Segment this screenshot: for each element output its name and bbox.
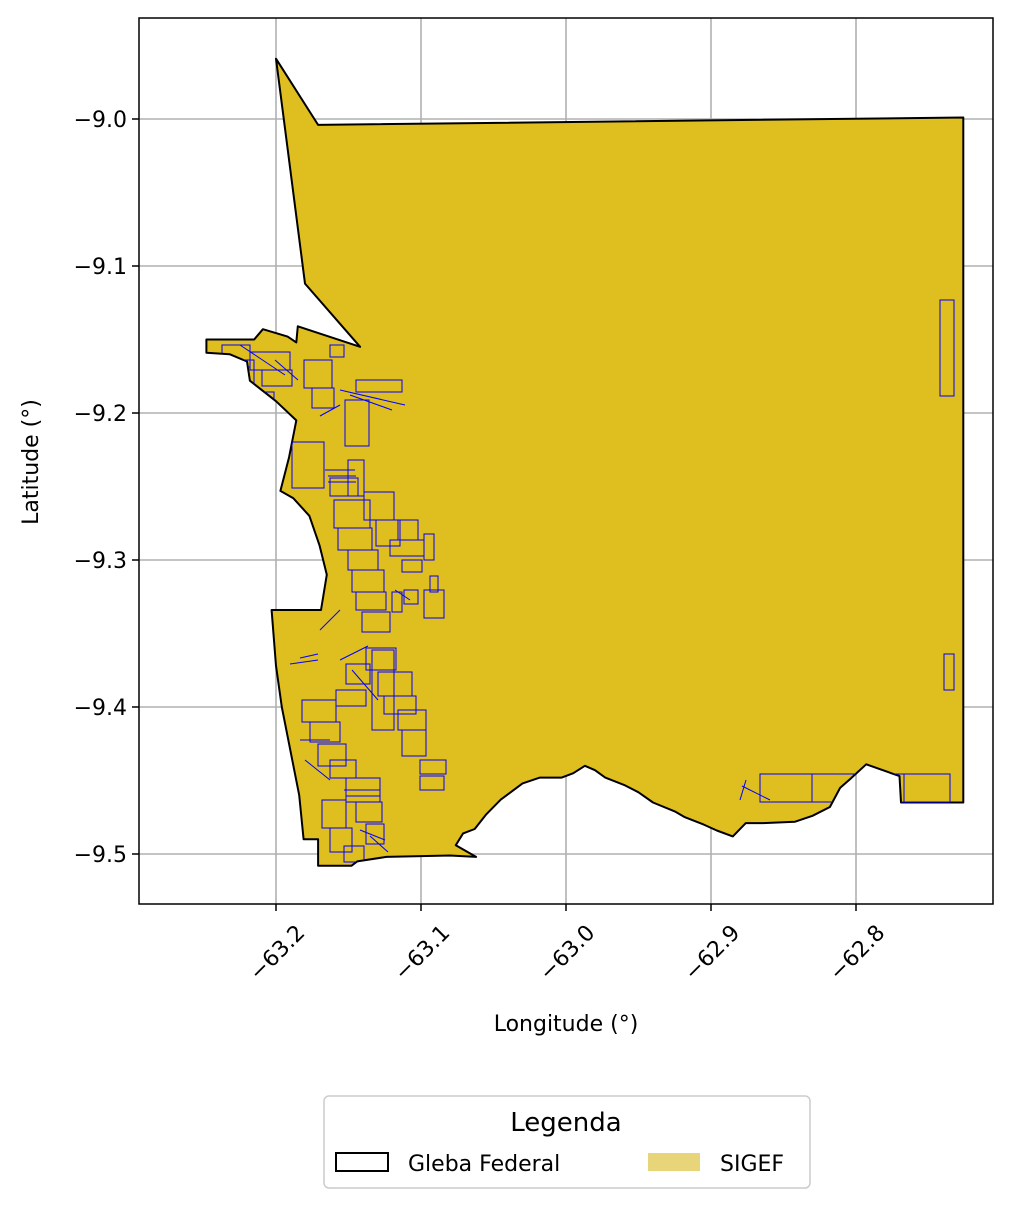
sigef-parcel bbox=[311, 387, 335, 409]
gleba-federal-polygon bbox=[205, 57, 965, 867]
sigef-parcel-edge bbox=[289, 659, 319, 665]
sigef-parcel bbox=[371, 649, 395, 731]
sigef-parcel-edge bbox=[339, 389, 406, 406]
legend: Legenda Gleba Federal SIGEF bbox=[323, 1095, 811, 1189]
x-axis-label: Longitude (°) bbox=[494, 1012, 639, 1037]
sigef-parcel bbox=[403, 589, 419, 605]
sigef-parcel bbox=[343, 845, 365, 863]
sigef-parcel-edge bbox=[319, 609, 341, 631]
sigef-parcel-edge bbox=[359, 829, 386, 841]
sigef-parcel bbox=[355, 591, 387, 611]
sigef-parcel bbox=[423, 533, 435, 561]
sigef-parcel-edge bbox=[739, 779, 747, 801]
sigef-parcel bbox=[429, 575, 439, 593]
y-tick-label: −9.4 bbox=[74, 696, 127, 721]
sigef-parcel bbox=[291, 441, 325, 489]
sigef-parcel bbox=[329, 827, 353, 853]
sigef-parcel bbox=[361, 611, 391, 633]
sigef-parcel bbox=[345, 663, 371, 685]
y-tick-label: −9.3 bbox=[74, 549, 127, 574]
y-tick-label: −9.2 bbox=[74, 402, 127, 427]
legend-gleba-swatch bbox=[335, 1152, 389, 1172]
y-tick-label: −9.0 bbox=[74, 108, 127, 133]
sigef-parcel bbox=[355, 379, 403, 393]
sigef-parcel-edge bbox=[299, 653, 319, 659]
y-tick-label: −9.1 bbox=[74, 255, 127, 280]
sigef-parcel-edge bbox=[351, 669, 379, 701]
sigef-parcel bbox=[344, 399, 370, 447]
legend-title: Legenda bbox=[510, 1108, 621, 1138]
sigef-parcel bbox=[419, 759, 447, 775]
sigef-parcel-edge bbox=[394, 589, 411, 601]
sigef-parcel bbox=[329, 477, 359, 497]
sigef-parcel bbox=[943, 653, 955, 691]
sigef-parcel bbox=[365, 823, 385, 845]
sigef-parcel bbox=[903, 773, 951, 803]
sigef-parcel bbox=[329, 759, 357, 779]
sigef-parcel bbox=[939, 299, 955, 397]
sigef-parcel bbox=[317, 743, 347, 767]
sigef-parcel bbox=[365, 647, 397, 671]
legend-gleba-label: Gleba Federal bbox=[408, 1152, 560, 1177]
sigef-parcel-edge bbox=[741, 785, 771, 801]
legend-sigef-swatch bbox=[648, 1153, 700, 1171]
sigef-parcel-edge bbox=[319, 404, 341, 417]
sigef-parcel bbox=[329, 344, 345, 358]
sigef-parcel bbox=[375, 519, 401, 547]
sigef-parcel-edge bbox=[274, 359, 299, 381]
gleba-federal-layer bbox=[205, 57, 965, 867]
sigef-parcel bbox=[383, 695, 417, 715]
sigef-parcel bbox=[401, 729, 427, 757]
sigef-parcel-edge bbox=[239, 344, 286, 376]
sigef-parcel-edge bbox=[304, 759, 331, 781]
sigef-parcel bbox=[423, 589, 445, 619]
sigef-parcel bbox=[419, 775, 445, 791]
sigef-parcel-edge bbox=[339, 645, 369, 661]
sigef-parcel bbox=[309, 721, 341, 743]
legend-sigef-label: SIGEF bbox=[720, 1152, 784, 1177]
sigef-parcel-edge bbox=[369, 835, 389, 853]
sigef-parcel bbox=[401, 559, 423, 573]
y-axis-label: Latitude (°) bbox=[19, 399, 44, 525]
sigef-parcel bbox=[335, 689, 367, 707]
sigef-parcel bbox=[391, 591, 403, 613]
sigef-parcel-edge bbox=[349, 394, 393, 411]
y-tick-label: −9.5 bbox=[74, 843, 127, 868]
